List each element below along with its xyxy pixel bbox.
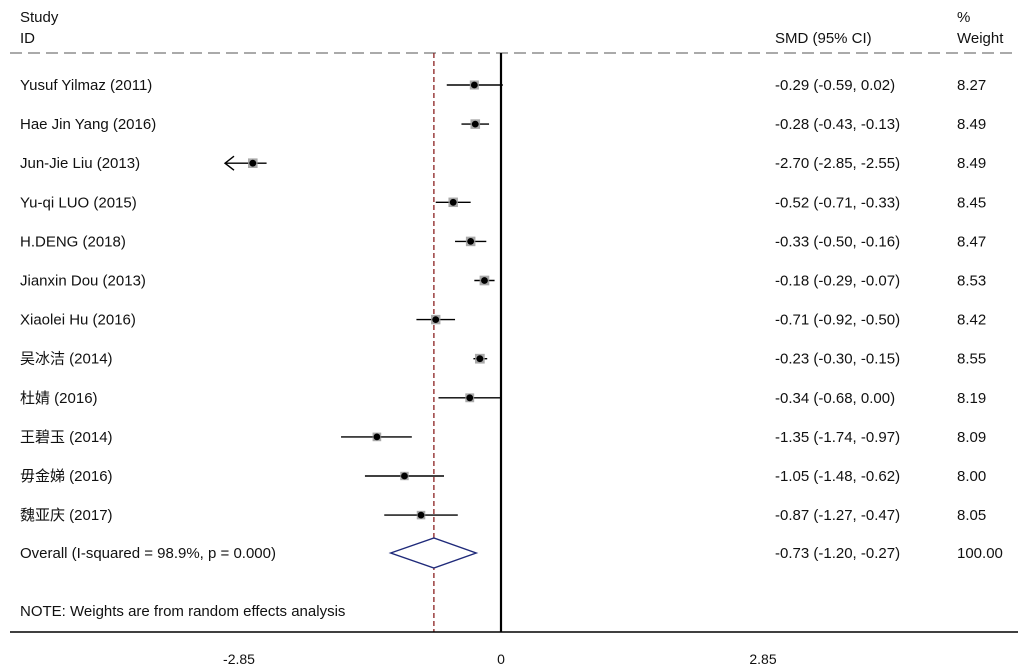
study-weight-text: 8.27	[957, 77, 986, 94]
header-id: ID	[20, 30, 35, 47]
study-ci-text: -0.18 (-0.29, -0.07)	[775, 273, 900, 290]
study-point	[432, 316, 440, 323]
study-point	[470, 81, 478, 89]
study-label: Xiaolei Hu (2016)	[20, 312, 136, 329]
study-row: H.DENG (2018) -0.33 (-0.50, -0.16) 8.47	[20, 233, 986, 250]
study-label: Hae Jin Yang (2016)	[20, 116, 156, 133]
study-ci-text: -0.29 (-0.59, 0.02)	[775, 77, 895, 94]
study-label: 吴冰洁 (2014)	[20, 351, 113, 368]
study-weight-text: 8.19	[957, 390, 986, 407]
study-label: 王碧玉 (2014)	[20, 429, 113, 446]
study-point	[401, 472, 408, 480]
overall-row: Overall (I-squared = 98.9%, p = 0.000) -0…	[20, 537, 1003, 569]
study-row: 毋金娣 (2016) -1.05 (-1.48, -0.62) 8.00	[20, 468, 986, 485]
study-label: Jianxin Dou (2013)	[20, 273, 146, 290]
overall-diamond	[388, 537, 479, 569]
study-weight-text: 8.45	[957, 194, 986, 211]
study-weight-text: 8.05	[957, 507, 986, 524]
study-weight-text: 8.09	[957, 429, 986, 446]
study-ci-text: -1.05 (-1.48, -0.62)	[775, 468, 900, 485]
study-weight-text: 8.49	[957, 116, 986, 133]
study-weight-text: 8.49	[957, 155, 986, 172]
study-label: Jun-Jie Liu (2013)	[20, 155, 140, 172]
study-rows: Yusuf Yilmaz (2011) -0.29 (-0.59, 0.02) 8.…	[20, 77, 1003, 569]
study-row: Yusuf Yilmaz (2011) -0.29 (-0.59, 0.02) 8.…	[20, 77, 986, 94]
study-label: H.DENG (2018)	[20, 233, 126, 250]
study-ci-text: -0.23 (-0.30, -0.15)	[775, 351, 900, 368]
study-point	[476, 355, 484, 363]
study-row: 魏亚庆 (2017) -0.87 (-1.27, -0.47) 8.05	[20, 507, 986, 524]
study-point	[467, 238, 475, 245]
study-weight-text: 8.55	[957, 351, 986, 368]
study-row: Jianxin Dou (2013) -0.18 (-0.29, -0.07) 8.…	[20, 273, 986, 290]
header-study: Study	[20, 9, 59, 26]
overall-weight-text: 100.00	[957, 545, 1003, 562]
study-ci-text: -0.34 (-0.68, 0.00)	[775, 390, 895, 407]
study-point	[481, 277, 488, 284]
weights-note: NOTE: Weights are from random effects an…	[20, 603, 345, 620]
x-axis-ticks: -2.85 0 2.85	[223, 651, 777, 667]
study-point	[249, 159, 257, 167]
study-label: Yu-qi LUO (2015)	[20, 194, 137, 211]
study-row: 杜婧 (2016) -0.34 (-0.68, 0.00) 8.19	[20, 390, 986, 407]
x-tick-label: 2.85	[749, 651, 776, 667]
study-label: 魏亚庆 (2017)	[20, 507, 113, 524]
study-row: 吴冰洁 (2014) -0.23 (-0.30, -0.15) 8.55	[20, 351, 986, 368]
header-percent: %	[957, 9, 970, 26]
study-row: Jun-Jie Liu (2013) -2.70 (-2.85, -2.55) 8.…	[20, 155, 986, 172]
study-label: 毋金娣 (2016)	[20, 468, 113, 485]
study-ci-text: -2.70 (-2.85, -2.55)	[775, 155, 900, 172]
study-weight-text: 8.53	[957, 273, 986, 290]
study-row: Hae Jin Yang (2016) -0.28 (-0.43, -0.13) 8…	[20, 116, 986, 133]
header-weight: Weight	[957, 30, 1004, 47]
x-tick-label: -2.85	[223, 651, 255, 667]
study-point	[417, 511, 425, 519]
study-row: 王碧玉 (2014) -1.35 (-1.74, -0.97) 8.09	[20, 429, 986, 446]
study-ci-text: -1.35 (-1.74, -0.97)	[775, 429, 900, 446]
study-label: Yusuf Yilmaz (2011)	[20, 77, 152, 94]
study-point	[373, 433, 381, 441]
study-label: 杜婧 (2016)	[20, 390, 98, 407]
study-point	[449, 198, 457, 206]
x-tick-label: 0	[497, 651, 505, 667]
study-ci-text: -0.28 (-0.43, -0.13)	[775, 116, 900, 133]
study-ci-text: -0.33 (-0.50, -0.16)	[775, 233, 900, 250]
study-ci-text: -0.71 (-0.92, -0.50)	[775, 312, 900, 329]
overall-label: Overall (I-squared = 98.9%, p = 0.000)	[20, 545, 276, 562]
study-point	[466, 394, 474, 402]
truncation-arrow	[223, 155, 235, 171]
study-ci-text: -0.87 (-1.27, -0.47)	[775, 507, 900, 524]
header-effect: SMD (95% CI)	[775, 30, 872, 47]
study-ci-text: -0.52 (-0.71, -0.33)	[775, 194, 900, 211]
study-point	[471, 120, 479, 128]
study-row: Xiaolei Hu (2016) -0.71 (-0.92, -0.50) 8.4…	[20, 312, 986, 329]
study-weight-text: 8.00	[957, 468, 986, 485]
study-row: Yu-qi LUO (2015) -0.52 (-0.71, -0.33) 8.45	[20, 194, 986, 211]
study-weight-text: 8.47	[957, 233, 986, 250]
overall-ci-text: -0.73 (-1.20, -0.27)	[775, 545, 900, 562]
study-weight-text: 8.42	[957, 312, 986, 329]
